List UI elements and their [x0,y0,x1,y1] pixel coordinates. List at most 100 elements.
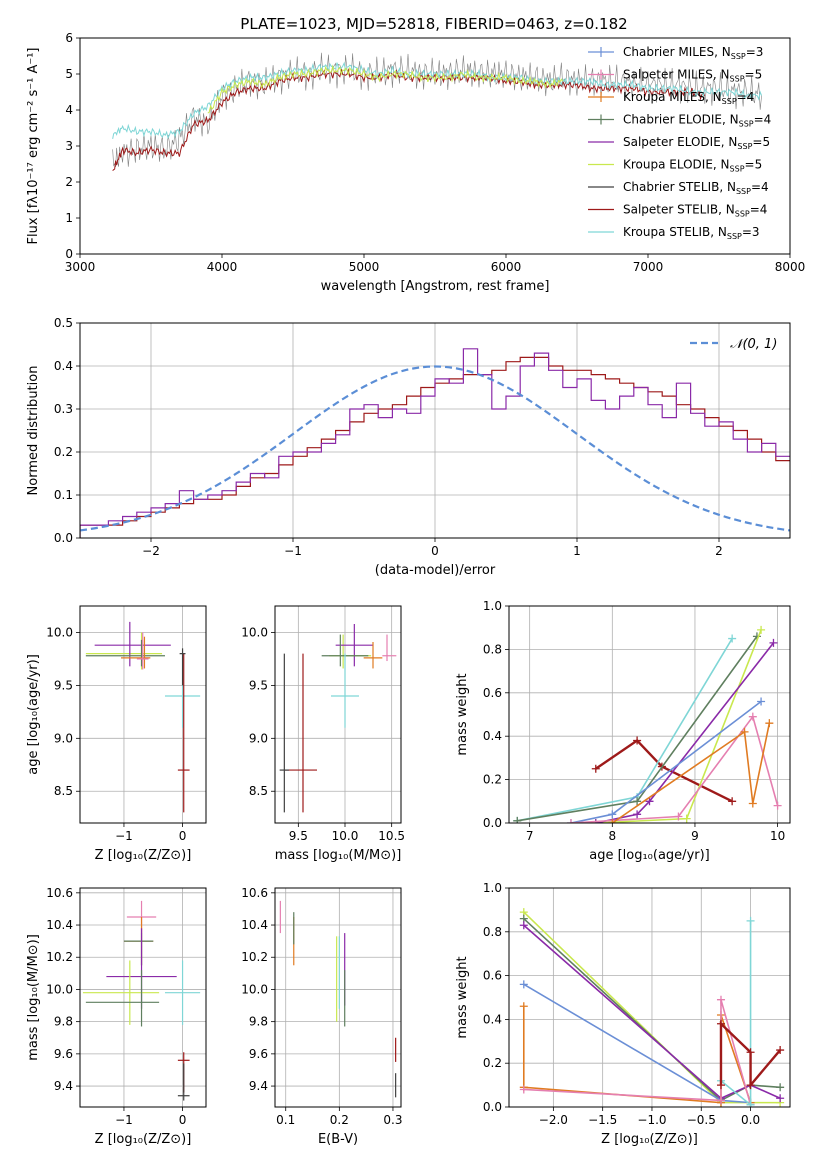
plot-area [80,323,790,538]
x-axis-label: Z [log₁₀(Z/Z⊙)] [95,1132,192,1147]
y-tick-label: 0.6 [483,686,502,700]
errorbar-point [331,653,359,728]
errorbar-point [85,639,165,667]
series-marker [519,1002,528,1011]
y-tick-label: 2 [65,175,73,189]
series-marker [591,819,600,823]
panel-mass_vs_ebv: 0.1 0.2 0.3 9.4 9.6 9.8 10.0 10.2 10.4 10.6 E(B-V) [241,886,402,1147]
series-marker [633,736,642,745]
panel-mass_vs_Z: −1 0 9.4 9.6 9.8 10.0 10.2 10.4 10.6 Z [log₁₀(Z/Z… [26,886,207,1147]
spectrum-line [112,52,762,168]
series-line [523,911,781,1104]
series-marker [773,801,782,810]
errorbar-point [284,653,317,813]
y-tick-label: 9.5 [249,678,268,692]
series-marker [608,819,617,823]
y-axis-label: mass [log₁₀(M/M⊙)] [26,934,41,1061]
y-tick-label: 0.4 [483,1012,502,1026]
x-axis-label: Z [log₁₀(Z/Z⊙)] [95,848,192,863]
x-axis-label: E(B-V) [318,1132,358,1147]
plot-area [509,606,790,823]
x-tick-label: 8000 [775,260,806,274]
y-tick-label: 6 [65,31,73,45]
y-tick-label: 9.6 [54,1047,73,1061]
series-marker [769,638,778,647]
y-tick-label: 4 [65,103,73,117]
axes-frame [508,605,791,824]
y-tick-label: 10.0 [241,982,268,996]
y-tick-label: 0.2 [483,773,502,787]
errorbar-point [136,632,149,670]
x-tick-label: 10.5 [378,829,405,843]
series-line [595,642,775,823]
y-tick-label: 9.4 [54,1079,73,1093]
x-tick-label: −0.5 [687,1113,716,1127]
y-tick-label: 5 [65,67,73,81]
y-tick-label: 8.5 [249,784,268,798]
histogram-step [80,348,790,538]
legend-label: Salpeter ELODIE, NSSP=5 [623,135,770,151]
series-marker [776,1094,785,1103]
plot-area [509,888,790,1107]
x-tick-label: 0 [431,544,439,558]
y-tick-label: 0.0 [483,1100,502,1114]
panel-mass_weight_vs_age: 7 8 9 10 0.0 0.2 0.4 0.6 0.8 1.0 age [log₁₀(age/yr… [455,599,791,863]
panel-age_vs_Z: −1 0 8.5 9.0 9.5 10.0 Z [log₁₀(Z/Z⊙)] age [log₁… [26,605,207,863]
y-tick-label: 0.2 [483,1056,502,1070]
x-tick-label: 0 [179,829,187,843]
errorbar-point [164,960,201,1025]
y-tick-label: 8.5 [54,784,73,798]
plot-area [80,888,206,1107]
normal-curve [80,365,790,532]
x-tick-label: 10 [770,829,785,843]
y-tick-label: 0.8 [483,642,502,656]
series-line [595,629,762,823]
axes-frame [274,887,402,1108]
y-tick-label: 0.3 [54,402,73,416]
x-tick-label: 8 [608,829,616,843]
plot-area [112,52,763,172]
axes-frame [79,605,207,824]
panels: 3000 4000 5000 6000 7000 80000123456wavelengt… [26,31,805,1147]
x-axis-label: age [log₁₀(age/yr)] [589,848,710,863]
y-tick-label: 10.6 [241,886,268,900]
x-tick-label: 9.5 [289,829,308,843]
y-tick-label: 1 [65,211,73,225]
y-tick-label: 10.4 [46,918,73,932]
y-tick-label: 0.0 [483,816,502,830]
panel-spectrum: 3000 4000 5000 6000 7000 8000 0 1 2 3 4 5 6 wavelengt… [26,31,805,294]
y-tick-label: 9.8 [54,1015,73,1029]
y-tick-label: 3 [65,139,73,153]
series-marker [746,1048,755,1057]
series-marker [740,727,749,736]
y-tick-label: 10.2 [46,950,73,964]
y-tick-label: 0.2 [54,445,73,459]
x-tick-label: 10.0 [332,829,359,843]
axes-frame [79,322,791,539]
x-tick-label: 0.2 [330,1113,349,1127]
axes-frame [79,37,791,255]
series-marker [776,1046,785,1055]
errorbar-point [94,621,171,667]
series-line [595,738,733,803]
y-tick-label: 9.6 [249,1047,268,1061]
series-marker [728,634,737,643]
series-marker [519,1085,528,1094]
panel-age_vs_mass: 9.5 10.0 10.5 8.5 9.0 9.5 10.0 mass [log₁₀(M/M⊙… [241,605,405,863]
y-tick-label: 10.6 [46,886,73,900]
y-tick-label: 9.8 [249,1015,268,1029]
x-tick-label: 7000 [633,260,664,274]
y-tick-label: 10.2 [241,950,268,964]
series-marker [716,1019,725,1028]
y-tick-label: 9.0 [54,731,73,745]
panel-residuals: −2 −1 0 1 2 0.0 0.1 0.2 0.3 0.4 0.5 (data-model)/er… [26,316,791,578]
axes-frame [274,605,402,824]
y-axis-label: age [log₁₀(age/yr)] [26,654,41,775]
spectrum-line [112,67,706,172]
x-tick-label: 6000 [491,260,522,274]
y-tick-label: 1.0 [483,881,502,895]
legend-label: Salpeter MILES, NSSP=5 [623,68,762,84]
series-marker [748,712,757,721]
y-axis-label: Flux [fλ10⁻¹⁷ erg cm⁻² s⁻¹ A⁻¹] [26,48,41,245]
